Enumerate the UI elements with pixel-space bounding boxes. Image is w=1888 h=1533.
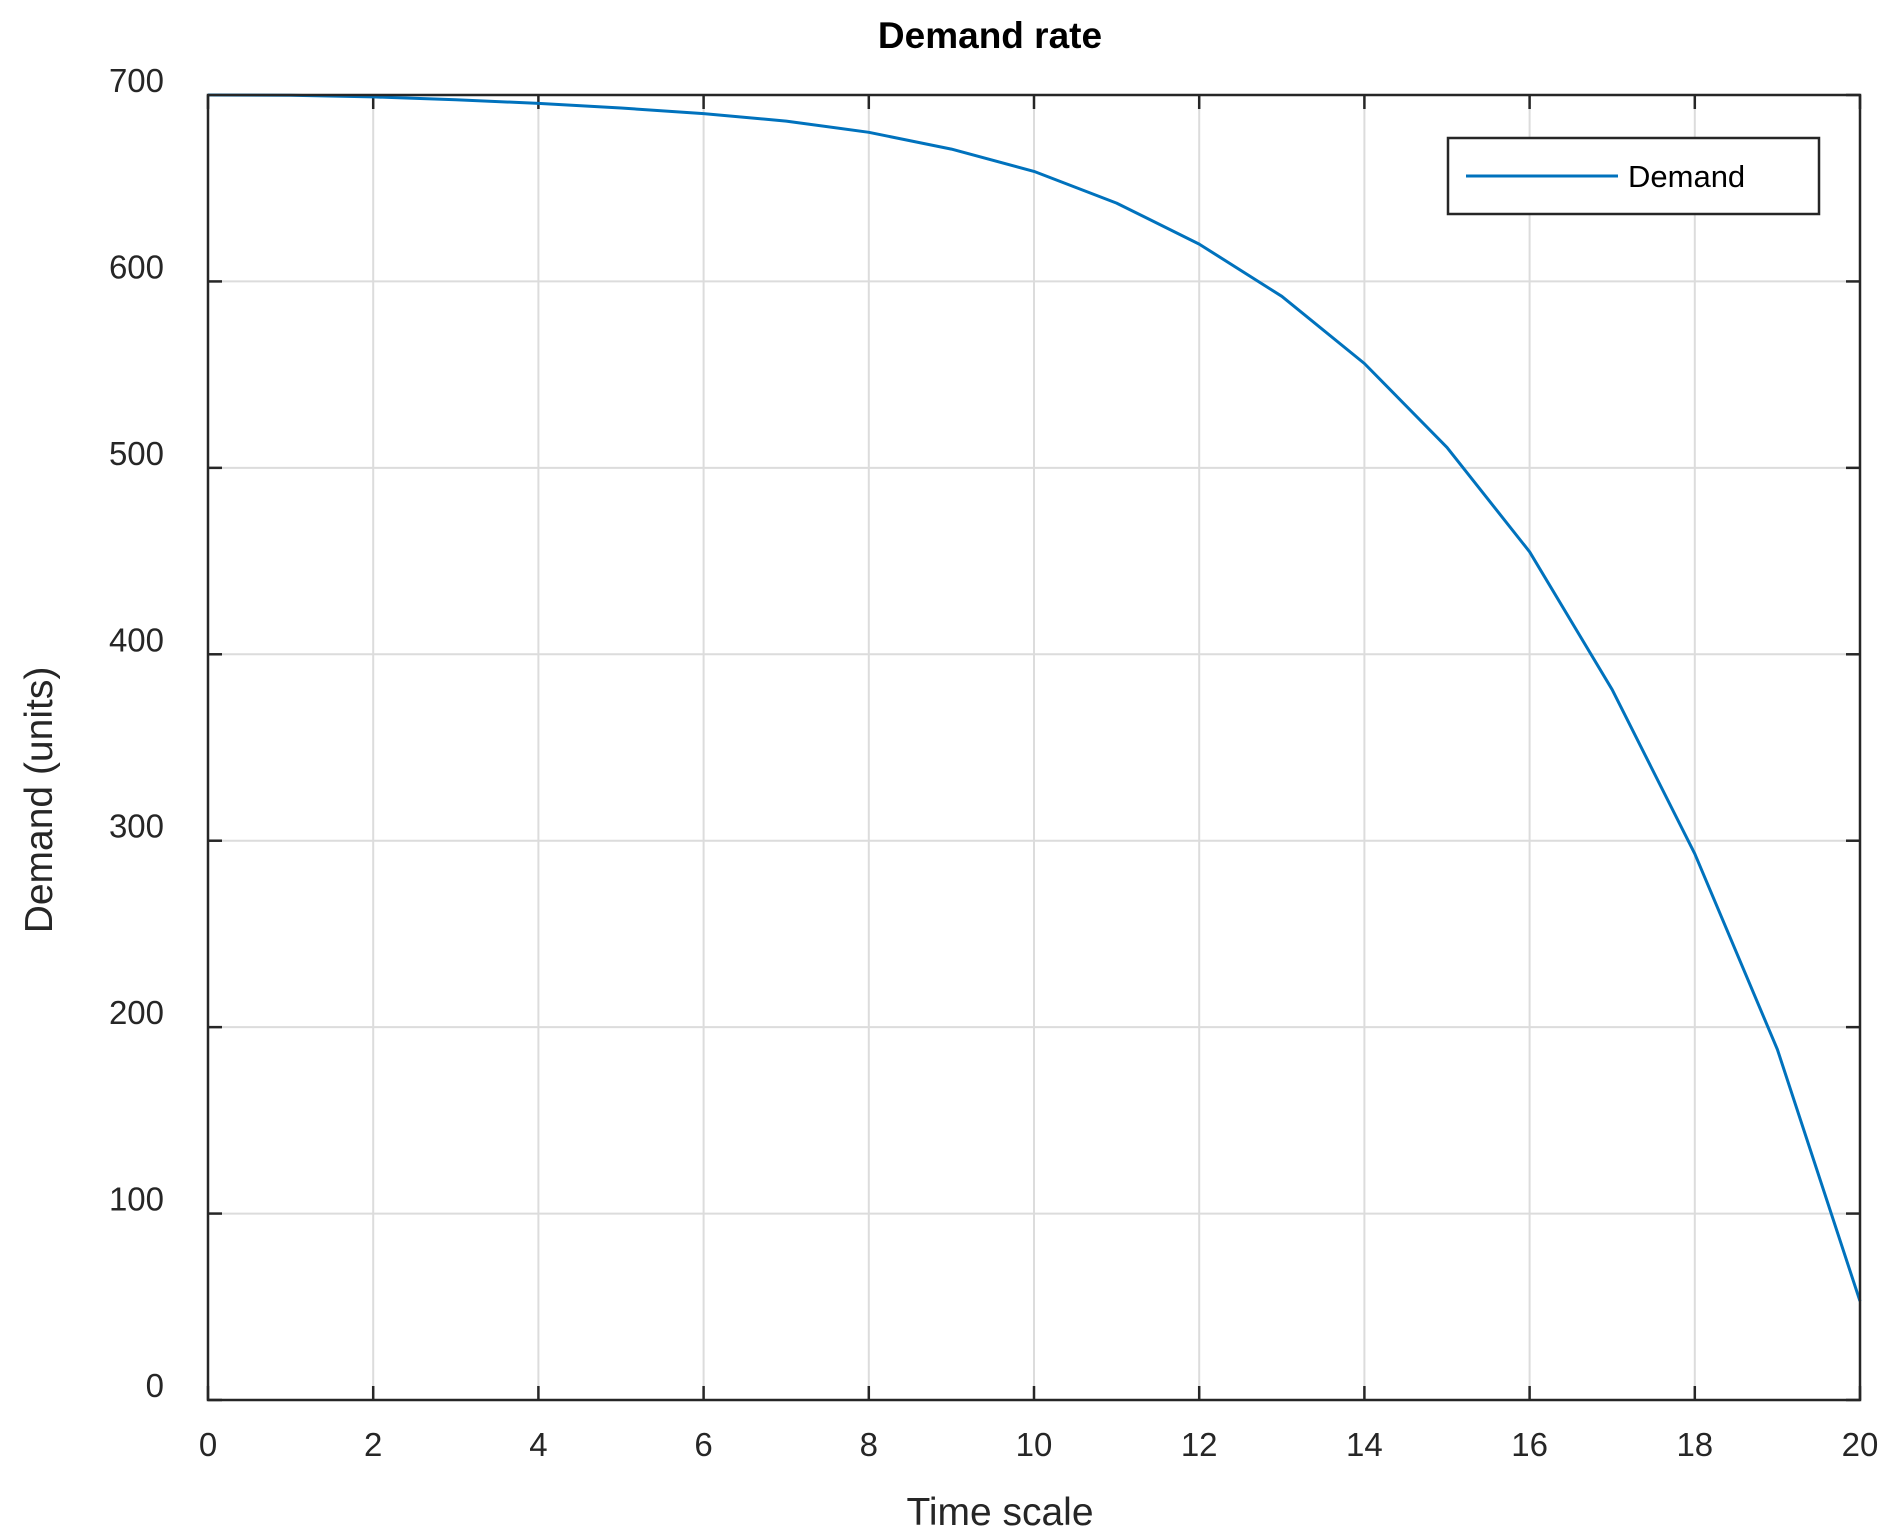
y-tick-labels: 0 100 200 300 400 500 600 700 bbox=[109, 62, 164, 1404]
y-tick-label: 100 bbox=[109, 1181, 164, 1218]
x-tick-label: 2 bbox=[364, 1426, 382, 1463]
y-tick-label: 300 bbox=[109, 808, 164, 845]
legend: Demand bbox=[1446, 136, 1821, 216]
x-tick-label: 18 bbox=[1676, 1426, 1713, 1463]
chart-title: Demand rate bbox=[878, 15, 1102, 56]
x-tick-label: 0 bbox=[199, 1426, 217, 1463]
x-tick-label: 14 bbox=[1346, 1426, 1383, 1463]
x-tick-label: 20 bbox=[1842, 1426, 1879, 1463]
series-layer bbox=[207, 93, 1862, 1302]
series-line-demand bbox=[207, 93, 1862, 1302]
grid-lines bbox=[207, 94, 1861, 1401]
x-tick-labels: 0 2 4 6 8 10 12 14 16 18 20 bbox=[199, 1426, 1879, 1463]
y-tick-label: 200 bbox=[109, 994, 164, 1031]
plot-area-border bbox=[206, 93, 1862, 1402]
y-tick-label: 700 bbox=[109, 62, 164, 99]
x-axis-label: Time scale bbox=[906, 1491, 1093, 1533]
y-tick-label: 600 bbox=[109, 248, 164, 285]
x-tick-label: 6 bbox=[694, 1426, 712, 1463]
x-tick-label: 10 bbox=[1016, 1426, 1053, 1463]
y-tick-label: 0 bbox=[146, 1367, 164, 1404]
x-tick-label: 12 bbox=[1181, 1426, 1218, 1463]
legend-label-demand: Demand bbox=[1628, 159, 1745, 194]
x-tick-label: 8 bbox=[860, 1426, 878, 1463]
y-tick-label: 500 bbox=[109, 435, 164, 472]
x-tick-label: 4 bbox=[529, 1426, 547, 1463]
y-axis-label: Demand (units) bbox=[18, 667, 61, 934]
x-tick-label: 16 bbox=[1511, 1426, 1548, 1463]
y-tick-label: 400 bbox=[109, 621, 164, 658]
